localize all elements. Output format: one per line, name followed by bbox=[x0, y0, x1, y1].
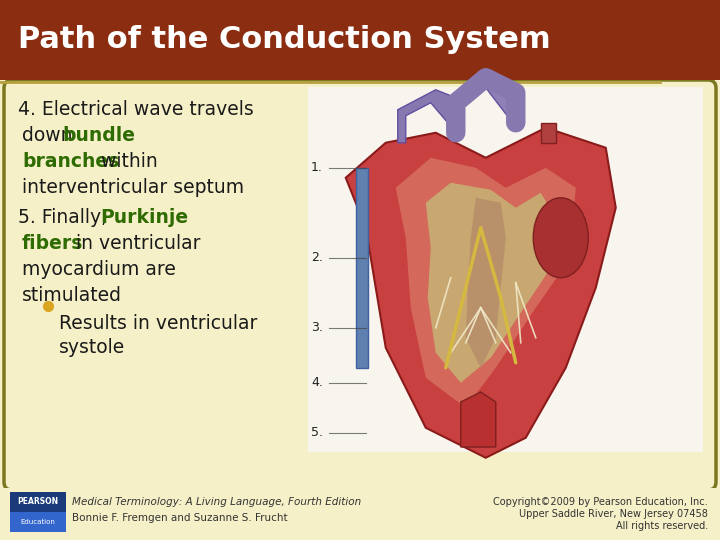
Text: 4. Electrical wave travels: 4. Electrical wave travels bbox=[18, 100, 253, 119]
Polygon shape bbox=[356, 168, 368, 368]
Bar bbox=[0, 0, 720, 80]
Text: systole: systole bbox=[59, 338, 125, 357]
Text: fibers: fibers bbox=[22, 234, 84, 253]
Text: 5. Finally,: 5. Finally, bbox=[18, 208, 113, 227]
Text: 3.: 3. bbox=[311, 321, 323, 334]
Bar bbox=[308, 87, 703, 452]
Text: interventricular septum: interventricular septum bbox=[22, 178, 244, 197]
Text: Upper Saddle River, New Jersey 07458: Upper Saddle River, New Jersey 07458 bbox=[519, 509, 708, 519]
Text: Path of the Conduction System: Path of the Conduction System bbox=[18, 25, 551, 55]
Text: Copyright©2009 by Pearson Education, Inc.: Copyright©2009 by Pearson Education, Inc… bbox=[493, 497, 708, 507]
Polygon shape bbox=[346, 128, 616, 458]
Text: stimulated: stimulated bbox=[22, 286, 122, 305]
Text: 5.: 5. bbox=[311, 426, 323, 439]
Text: bundle: bundle bbox=[62, 126, 135, 145]
Bar bbox=[10, 492, 66, 512]
Ellipse shape bbox=[534, 198, 588, 278]
Text: in ventricular: in ventricular bbox=[70, 234, 200, 253]
Polygon shape bbox=[541, 123, 556, 143]
Polygon shape bbox=[397, 90, 461, 143]
Text: All rights reserved.: All rights reserved. bbox=[616, 521, 708, 531]
Text: 2.: 2. bbox=[311, 251, 323, 264]
Bar bbox=[10, 512, 66, 532]
Text: Medical Terminology: A Living Language, Fourth Edition: Medical Terminology: A Living Language, … bbox=[72, 497, 361, 507]
Polygon shape bbox=[461, 392, 496, 447]
Text: branches: branches bbox=[22, 152, 120, 171]
Text: 1.: 1. bbox=[311, 161, 323, 174]
Text: within: within bbox=[95, 152, 158, 171]
Bar bbox=[0, 488, 720, 540]
Polygon shape bbox=[466, 198, 505, 368]
Polygon shape bbox=[396, 158, 576, 408]
Polygon shape bbox=[449, 73, 523, 133]
Text: Bonnie F. Fremgen and Suzanne S. Frucht: Bonnie F. Fremgen and Suzanne S. Frucht bbox=[72, 513, 287, 523]
FancyBboxPatch shape bbox=[4, 80, 716, 490]
Polygon shape bbox=[426, 183, 556, 383]
Text: Education: Education bbox=[21, 519, 55, 525]
Text: Results in ventricular: Results in ventricular bbox=[59, 314, 257, 333]
Text: 4.: 4. bbox=[311, 376, 323, 389]
Bar bbox=[0, 80, 720, 490]
Text: down: down bbox=[22, 126, 78, 145]
Text: PEARSON: PEARSON bbox=[17, 497, 58, 507]
Text: myocardium are: myocardium are bbox=[22, 260, 176, 279]
Text: Purkinje: Purkinje bbox=[100, 208, 188, 227]
